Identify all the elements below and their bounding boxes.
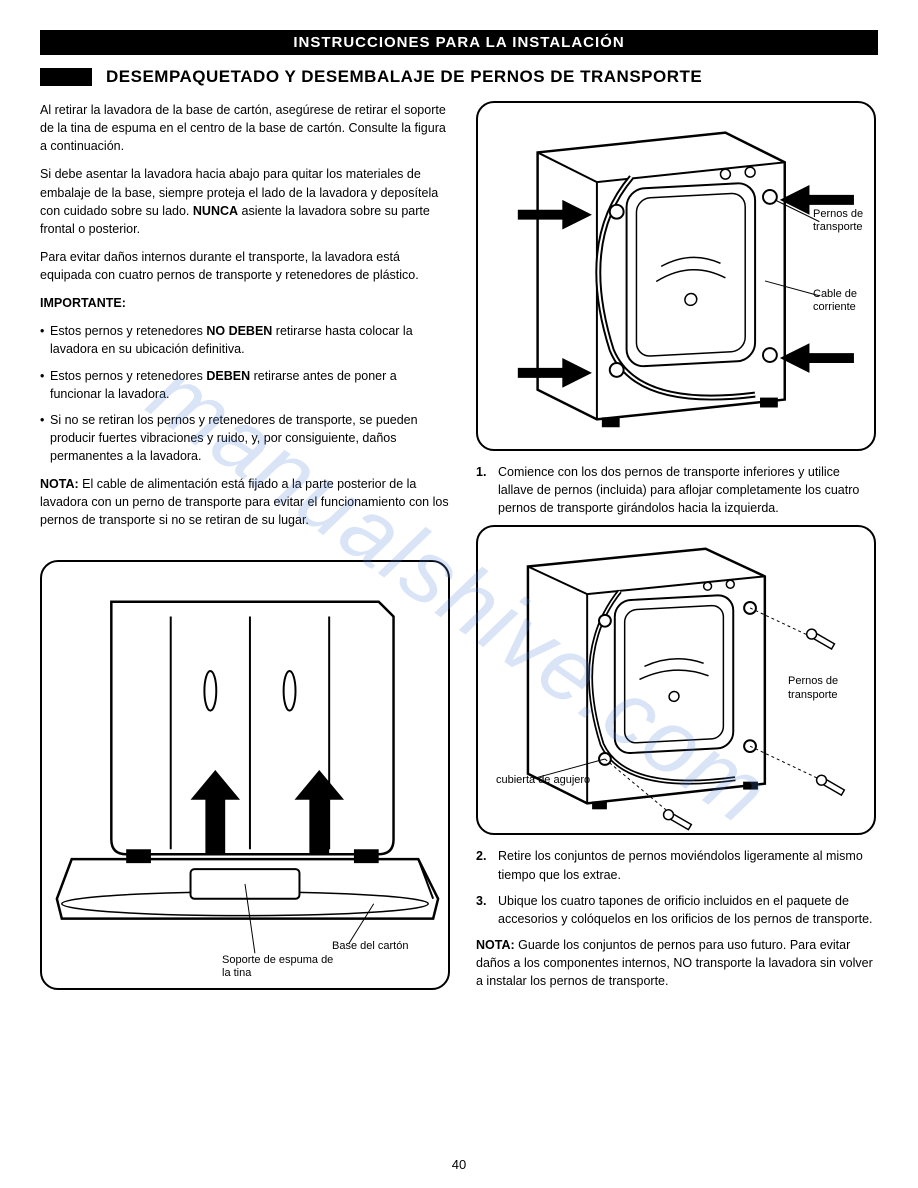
numbered-list-2: 2. Retire los conjuntos de pernos movién… bbox=[476, 847, 876, 928]
bullet-list: Estos pernos y retenedores NO DEBEN reti… bbox=[40, 322, 450, 465]
para-2: Si debe asentar la lavadora hacia abajo … bbox=[40, 165, 450, 238]
p2-bold: NUNCA bbox=[193, 204, 238, 218]
bullet-2: Estos pernos y retenedores DEBEN retirar… bbox=[40, 367, 450, 403]
numbered-list: 1. Comience con los dos pernos de transp… bbox=[476, 463, 876, 517]
label-cable: Cable de corriente bbox=[813, 288, 873, 314]
washer-back-1-svg bbox=[478, 103, 874, 449]
figure-washer-back-2: Pernos de transporte cubierta de agujero bbox=[476, 525, 876, 835]
step-2-num: 2. bbox=[476, 847, 486, 865]
step-2: 2. Retire los conjuntos de pernos movién… bbox=[476, 847, 876, 883]
step-3-text: Ubique los cuatro tapones de orificio in… bbox=[498, 894, 873, 926]
b1-bold: NO DEBEN bbox=[206, 324, 272, 338]
left-column: Al retirar la lavadora de la base de car… bbox=[40, 101, 450, 1000]
step-1-text: Comience con los dos pernos de transport… bbox=[498, 465, 859, 515]
carton-base-svg bbox=[42, 562, 448, 988]
right-column: Pernos de transporte Cable de corriente … bbox=[476, 101, 876, 1000]
header-bar: INSTRUCCIONES PARA LA INSTALACIÓN bbox=[40, 30, 878, 55]
bullet-1: Estos pernos y retenedores NO DEBEN reti… bbox=[40, 322, 450, 358]
two-column-layout: Al retirar la lavadora de la base de car… bbox=[40, 101, 878, 1000]
figure-carton-base: Base del cartón Soporte de espuma de la … bbox=[40, 560, 450, 990]
section-title: DESEMPAQUETADO Y DESEMBALAJE DE PERNOS D… bbox=[106, 67, 702, 87]
label-cubierta: cubierta de agujero bbox=[496, 774, 590, 787]
b2-bold: DEBEN bbox=[206, 369, 250, 383]
b1-pre: Estos pernos y retenedores bbox=[50, 324, 206, 338]
label-base-carton: Base del cartón bbox=[332, 940, 408, 953]
nota2-para: NOTA: Guarde los conjuntos de pernos par… bbox=[476, 936, 876, 990]
step-1: 1. Comience con los dos pernos de transp… bbox=[476, 463, 876, 517]
section-title-marker bbox=[40, 68, 92, 86]
section-title-row: DESEMPAQUETADO Y DESEMBALAJE DE PERNOS D… bbox=[40, 67, 878, 87]
page-number: 40 bbox=[0, 1157, 918, 1172]
figure-washer-back-1: Pernos de transporte Cable de corriente bbox=[476, 101, 876, 451]
nota-label: NOTA: bbox=[40, 477, 79, 491]
step-3: 3. Ubique los cuatro tapones de orificio… bbox=[476, 892, 876, 928]
importante-label: IMPORTANTE: bbox=[40, 294, 450, 312]
label-pernos-2: Pernos de transporte bbox=[788, 675, 873, 701]
para-1: Al retirar la lavadora de la base de car… bbox=[40, 101, 450, 155]
nota-text: El cable de alimentación está fijado a l… bbox=[40, 477, 449, 527]
label-pernos-1: Pernos de transporte bbox=[813, 208, 873, 234]
label-soporte-espuma: Soporte de espuma de la tina bbox=[222, 954, 342, 980]
b2-pre: Estos pernos y retenedores bbox=[50, 369, 206, 383]
step-1-num: 1. bbox=[476, 463, 486, 481]
bullet-3: Si no se retiran los pernos y retenedore… bbox=[40, 411, 450, 465]
nota-para: NOTA: El cable de alimentación está fija… bbox=[40, 475, 450, 529]
para-3: Para evitar daños internos durante el tr… bbox=[40, 248, 450, 284]
nota2-label: NOTA: bbox=[476, 938, 515, 952]
step-2-text: Retire los conjuntos de pernos moviéndol… bbox=[498, 849, 863, 881]
nota2-text: Guarde los conjuntos de pernos para uso … bbox=[476, 938, 873, 988]
step-3-num: 3. bbox=[476, 892, 486, 910]
